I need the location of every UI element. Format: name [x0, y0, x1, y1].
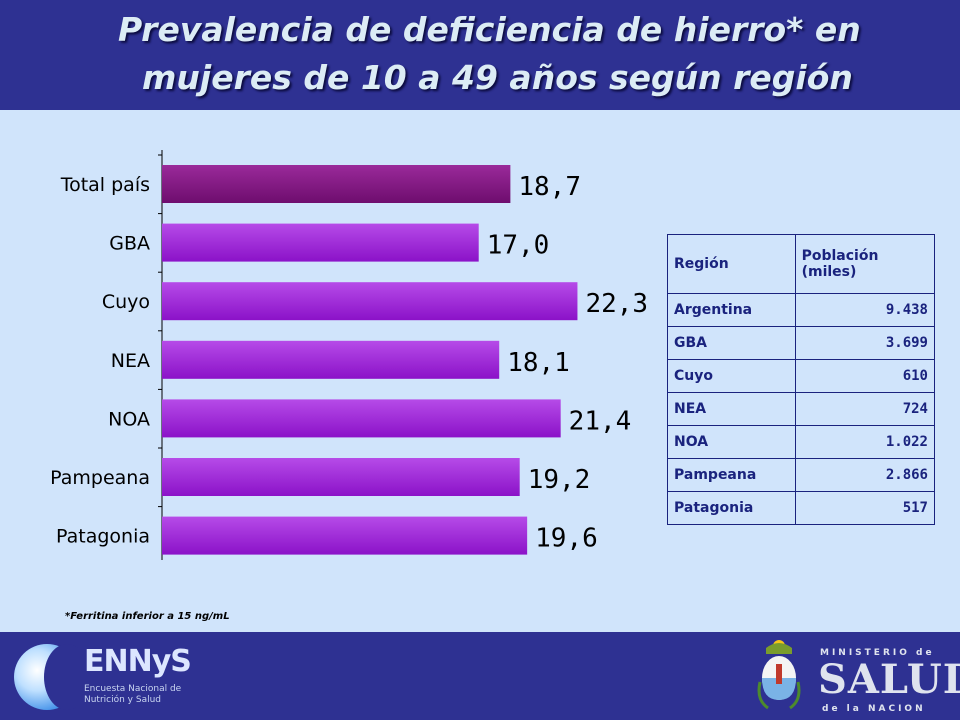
- table-cell-region: Patagonia: [667, 491, 796, 525]
- table-cell-population: 610: [794, 359, 936, 393]
- value-label: 18,7: [518, 172, 581, 202]
- ennys-logo-subtitle: Encuesta Nacional de Nutrición y Salud: [84, 684, 182, 705]
- table-cell-population: 2.866: [794, 458, 936, 492]
- table-cell-region: Argentina: [667, 293, 796, 327]
- salud-label: SALUD: [818, 656, 960, 703]
- category-label: Total país: [60, 174, 150, 196]
- national-shield-icon: [757, 640, 801, 710]
- bar-3: [162, 340, 500, 379]
- table-row: Cuyo 610: [667, 359, 936, 393]
- footnote: *Ferritina inferior a 15 ng/mL: [65, 611, 230, 622]
- category-label: Patagonia: [56, 526, 150, 548]
- value-label: 22,3: [585, 289, 648, 319]
- nacion-label: de la NACION: [822, 704, 926, 714]
- value-label: 19,2: [528, 465, 591, 495]
- population-table: Región Población (miles) Argentina 9.438…: [667, 234, 936, 525]
- value-label: 21,4: [569, 406, 632, 436]
- value-label: 17,0: [487, 231, 550, 261]
- value-label: 19,6: [535, 524, 598, 554]
- bar-4: [162, 399, 561, 438]
- value-label: 18,1: [507, 348, 570, 378]
- table-row: GBA 3.699: [667, 326, 936, 360]
- bar-5: [162, 458, 520, 496]
- table-cell-region: NOA: [667, 425, 796, 459]
- ministerio-salud-logo: MINISTERIO de SALUD de la NACION: [756, 636, 960, 716]
- table-cell-population: 1.022: [794, 425, 936, 459]
- footer-bar: ENNyS Encuesta Nacional de Nutrición y S…: [0, 632, 960, 720]
- bar-1: [162, 223, 479, 262]
- table-cell-population: 9.438: [794, 293, 936, 327]
- category-label: NOA: [108, 408, 150, 430]
- table-cell-population: 3.699: [794, 326, 936, 360]
- table-cell-region: NEA: [667, 392, 796, 426]
- table-row: Pampeana 2.866: [667, 458, 936, 492]
- table-cell-region: GBA: [667, 326, 796, 360]
- table-cell-region: Cuyo: [667, 359, 796, 393]
- table-row: NEA 724: [667, 392, 936, 426]
- category-label: NEA: [111, 350, 150, 372]
- table-cell-population: 724: [794, 392, 936, 426]
- table-row: Argentina 9.438: [667, 293, 936, 327]
- bar-0: [162, 165, 511, 203]
- ministerio-label: MINISTERIO de: [820, 648, 935, 658]
- table-header-region: Región: [667, 234, 796, 294]
- category-label: Cuyo: [102, 291, 150, 313]
- chart-title-line-1: Prevalencia de deficiencia de hierro* en: [118, 10, 861, 49]
- category-label: Pampeana: [50, 467, 150, 489]
- category-label: GBA: [109, 233, 150, 255]
- table-header-row: Región Población (miles): [667, 234, 936, 294]
- chart-title-line-2: mujeres de 10 a 49 años según región: [142, 58, 853, 97]
- ennys-logo: ENNyS Encuesta Nacional de Nutrición y S…: [14, 640, 214, 714]
- title-banner: Prevalencia de deficiencia de hierro* en…: [0, 0, 960, 110]
- bar-chart: Total país 18,7 GBA 17,0 Cuyo 22,3 NEA 18,1 NOA 2…: [50, 150, 648, 560]
- table-cell-population: 517: [794, 491, 936, 525]
- table-header-population: Población (miles): [794, 234, 936, 294]
- bar-2: [162, 282, 578, 321]
- table-cell-region: Pampeana: [667, 458, 796, 492]
- ennys-logo-name: ENNyS: [84, 644, 192, 679]
- bar-6: [162, 516, 528, 555]
- ennys-globe-cutout: [44, 644, 90, 710]
- table-row: NOA 1.022: [667, 425, 936, 459]
- table-row: Patagonia 517: [667, 491, 936, 525]
